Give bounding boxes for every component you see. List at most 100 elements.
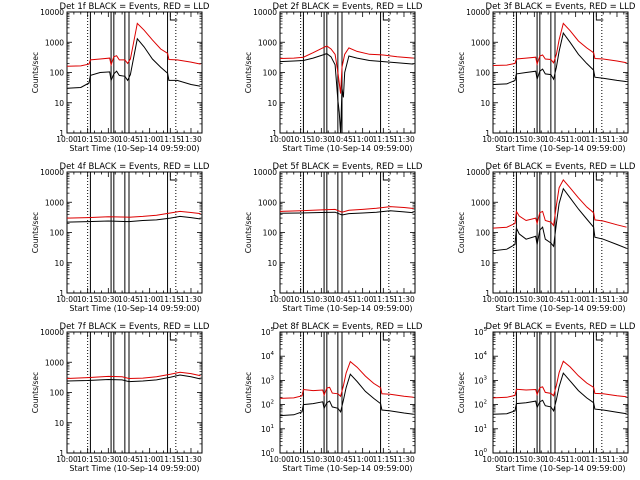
x-tick-label: 10:00 xyxy=(482,455,504,464)
y-tick-label: 10 xyxy=(267,259,277,268)
y-tick-label: 102 xyxy=(261,400,274,410)
x-tick-label: 11:30 xyxy=(180,135,202,144)
events-series-line xyxy=(67,215,201,223)
y-tick-label: 100 xyxy=(50,69,65,78)
x-tick-label: 10:30 xyxy=(311,455,333,464)
y-tick-label: 1000 xyxy=(258,198,277,207)
y-tick-label: 1000 xyxy=(471,198,490,207)
y-tick-base: 10 xyxy=(480,259,490,268)
y-tick-label: 100 xyxy=(263,229,278,238)
y-tick-base: 10 xyxy=(261,449,271,458)
events-series-line xyxy=(493,187,627,252)
y-tick-base: 10 xyxy=(474,376,484,385)
x-axis-label: Start Time (10-Sep-14 09:59:00) xyxy=(495,464,625,473)
y-tick-base: 100 xyxy=(476,229,491,238)
x-axis-label: Start Time (10-Sep-14 09:59:00) xyxy=(282,304,412,313)
y-tick-label: 1 xyxy=(485,129,490,138)
corner-bracket-mark xyxy=(169,13,178,21)
y-tick-label: 10000 xyxy=(466,168,490,177)
y-tick-base: 1 xyxy=(485,129,490,138)
x-axis-label: Start Time (10-Sep-14 09:59:00) xyxy=(69,304,199,313)
x-tick-label: 11:00 xyxy=(565,455,587,464)
x-tick-label: 10:00 xyxy=(269,295,291,304)
y-tick-label: 1000 xyxy=(471,38,490,47)
chart-panel-1: Det 1f BLACK = Events, RED = LLD 1 10 100 10… xyxy=(31,2,210,153)
x-tick-label: 11:00 xyxy=(352,135,374,144)
y-tick-base: 1000 xyxy=(45,198,64,207)
y-tick-base: 100 xyxy=(50,229,65,238)
y-tick-base: 10 xyxy=(267,259,277,268)
y-tick-label: 10 xyxy=(54,99,64,108)
y-tick-base: 10000 xyxy=(253,8,277,17)
chart-panel-2: Det 2f BLACK = Events, RED = LLD 1 10 100 10… xyxy=(244,2,423,153)
y-tick-label: 104 xyxy=(474,351,488,361)
x-tick-label: 10:45 xyxy=(544,135,566,144)
y-tick-base: 1000 xyxy=(471,38,490,47)
chart-title: Det 2f BLACK = Events, RED = LLD xyxy=(273,2,423,12)
y-tick-label: 100 xyxy=(474,448,488,458)
x-tick-label: 10:45 xyxy=(118,295,140,304)
corner-bracket-mark xyxy=(382,13,391,21)
y-tick-base: 10 xyxy=(474,352,484,361)
y-tick-base: 10 xyxy=(261,401,271,410)
chart-title: Det 5f BLACK = Events, RED = LLD xyxy=(273,162,423,172)
x-tick-label: 10:15 xyxy=(503,455,525,464)
y-tick-base: 1000 xyxy=(258,38,277,47)
y-tick-label: 1 xyxy=(59,129,64,138)
x-tick-label: 10:45 xyxy=(544,455,566,464)
x-tick-label: 10:00 xyxy=(56,295,78,304)
x-tick-label: 10:15 xyxy=(503,135,525,144)
y-tick-base: 10000 xyxy=(466,8,490,17)
y-tick-exponent: 4 xyxy=(484,351,488,357)
x-tick-label: 11:00 xyxy=(139,295,161,304)
y-tick-label: 105 xyxy=(474,327,488,337)
x-tick-label: 10:45 xyxy=(118,135,140,144)
y-tick-base: 10 xyxy=(267,99,277,108)
chart-panel-4: Det 4f BLACK = Events, RED = LLD 1 10 100 10… xyxy=(31,162,210,313)
y-tick-label: 1000 xyxy=(45,198,64,207)
lld-series-line xyxy=(67,210,201,219)
lld-series-line xyxy=(493,360,627,399)
x-tick-label: 10:00 xyxy=(56,135,78,144)
y-tick-exponent: 5 xyxy=(271,327,275,333)
y-axis-label: Counts/sec xyxy=(31,212,40,253)
y-axis-label: Counts/sec xyxy=(244,52,253,93)
x-axis-label: Start Time (10-Sep-14 09:59:00) xyxy=(495,144,625,153)
chart-panel-7: Det 7f BLACK = Events, RED = LLD 1 10 100 10… xyxy=(31,322,210,473)
x-tick-label: 11:00 xyxy=(139,455,161,464)
y-tick-base: 10 xyxy=(474,401,484,410)
y-tick-base: 10000 xyxy=(40,168,64,177)
x-tick-label: 10:30 xyxy=(524,455,546,464)
y-tick-exponent: 3 xyxy=(271,375,275,381)
x-tick-label: 11:30 xyxy=(180,295,202,304)
x-tick-label: 10:15 xyxy=(77,135,99,144)
x-tick-label: 10:45 xyxy=(331,135,353,144)
events-series-line xyxy=(67,37,201,89)
y-axis-label: Counts/sec xyxy=(244,372,253,413)
events-series-line xyxy=(493,31,627,85)
x-tick-label: 10:00 xyxy=(482,135,504,144)
x-axis-label: Start Time (10-Sep-14 09:59:00) xyxy=(69,464,199,473)
y-tick-base: 10 xyxy=(261,328,271,337)
chart-title: Det 4f BLACK = Events, RED = LLD xyxy=(60,162,210,172)
y-tick-base: 10 xyxy=(261,376,271,385)
y-tick-label: 101 xyxy=(474,424,487,434)
x-tick-label: 10:45 xyxy=(118,455,140,464)
x-tick-label: 11:15 xyxy=(373,295,395,304)
x-tick-label: 11:30 xyxy=(180,455,202,464)
x-tick-label: 10:15 xyxy=(77,295,99,304)
corner-bracket-mark xyxy=(169,333,178,341)
plot-frame xyxy=(279,331,416,454)
y-tick-base: 1000 xyxy=(471,198,490,207)
y-tick-label: 1 xyxy=(485,289,490,298)
x-tick-label: 11:00 xyxy=(565,135,587,144)
x-tick-label: 10:00 xyxy=(482,295,504,304)
y-tick-label: 10 xyxy=(480,259,490,268)
x-tick-label: 10:30 xyxy=(98,135,120,144)
y-tick-label: 100 xyxy=(476,69,491,78)
y-tick-label: 10000 xyxy=(466,8,490,17)
y-tick-label: 100 xyxy=(476,229,491,238)
chart-title: Det 1f BLACK = Events, RED = LLD xyxy=(60,2,210,12)
y-tick-label: 100 xyxy=(50,389,65,398)
